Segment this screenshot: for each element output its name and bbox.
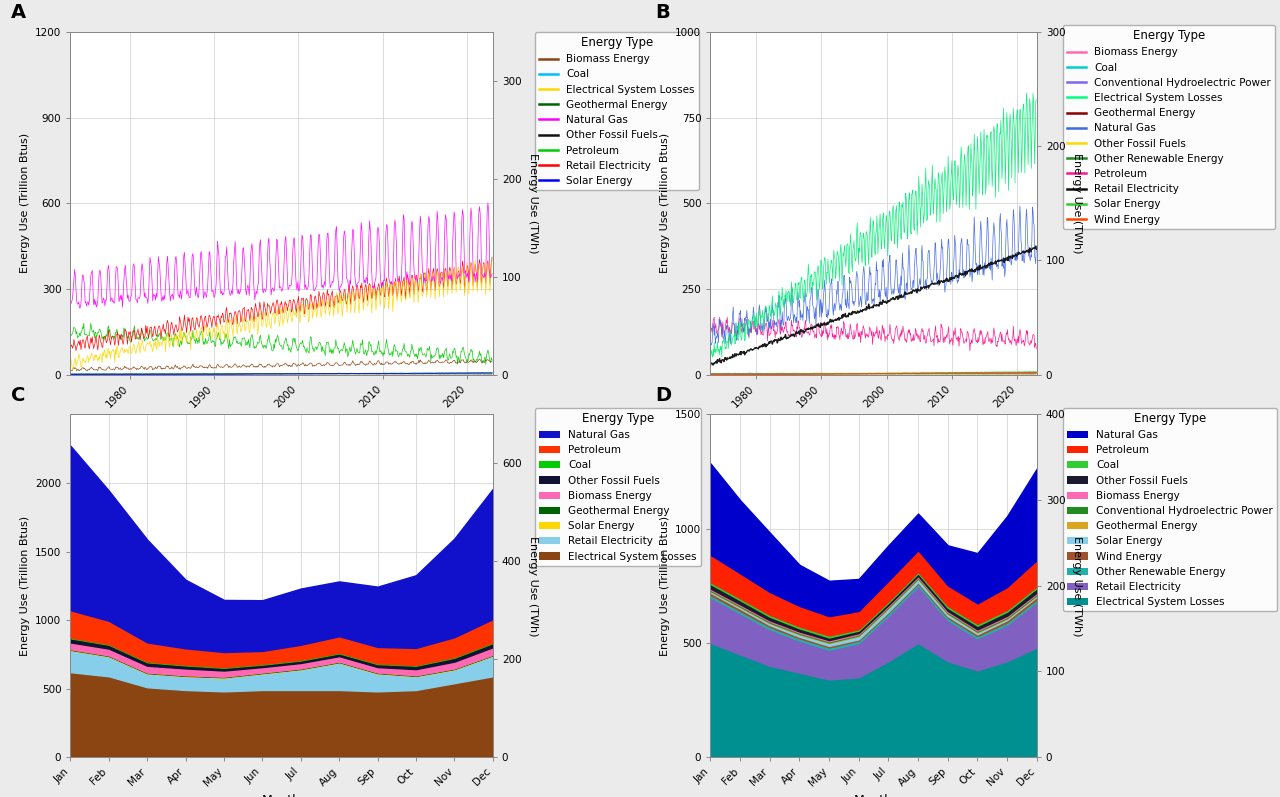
X-axis label: Month: Month (854, 794, 893, 797)
Text: B: B (655, 3, 669, 22)
Y-axis label: Energy Use (Trillion Btus): Energy Use (Trillion Btus) (19, 516, 29, 656)
Text: A: A (12, 3, 27, 22)
Y-axis label: Energy Use (TWh): Energy Use (TWh) (1073, 536, 1082, 636)
Text: D: D (655, 386, 671, 405)
Y-axis label: Energy Use (Trillion Btus): Energy Use (Trillion Btus) (659, 133, 669, 273)
Legend: Natural Gas, Petroleum, Coal, Other Fossil Fuels, Biomass Energy, Conventional H: Natural Gas, Petroleum, Coal, Other Foss… (1062, 407, 1277, 611)
Y-axis label: Energy Use (TWh): Energy Use (TWh) (529, 153, 538, 253)
Legend: Biomass Energy, Coal, Electrical System Losses, Geothermal Energy, Natural Gas, : Biomass Energy, Coal, Electrical System … (535, 32, 699, 190)
Legend: Natural Gas, Petroleum, Coal, Other Fossil Fuels, Biomass Energy, Geothermal Ene: Natural Gas, Petroleum, Coal, Other Foss… (535, 407, 701, 566)
Text: C: C (12, 386, 26, 405)
X-axis label: Month: Month (262, 794, 301, 797)
Y-axis label: Energy Use (TWh): Energy Use (TWh) (529, 536, 538, 636)
Y-axis label: Energy Use (Trillion Btus): Energy Use (Trillion Btus) (659, 516, 669, 656)
Legend: Biomass Energy, Coal, Conventional Hydroelectric Power, Electrical System Losses: Biomass Energy, Coal, Conventional Hydro… (1062, 25, 1275, 229)
Y-axis label: Energy Use (Trillion Btus): Energy Use (Trillion Btus) (19, 133, 29, 273)
Y-axis label: Energy Use (TWh): Energy Use (TWh) (1073, 153, 1082, 253)
X-axis label: Year: Year (269, 415, 294, 428)
X-axis label: Year: Year (860, 415, 887, 428)
